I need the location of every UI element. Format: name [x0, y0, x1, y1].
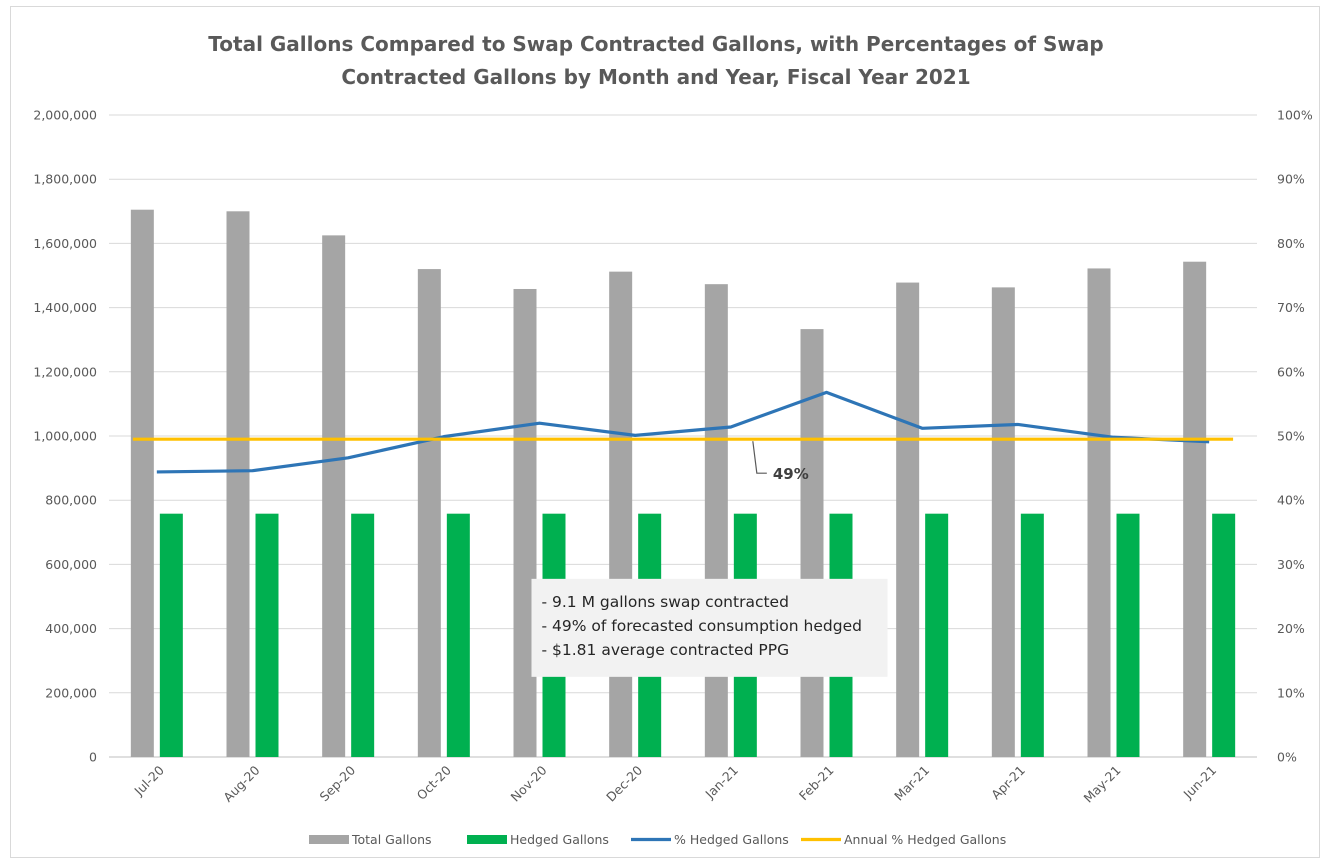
x-tick-label: Apr-21	[988, 763, 1028, 803]
x-tick-label: Jul-20	[131, 762, 167, 798]
left-tick-label: 1,400,000	[33, 300, 97, 315]
x-tick-label: Sep-20	[317, 762, 359, 804]
x-tick-label: Nov-20	[508, 762, 550, 804]
total-gallons-bar	[704, 284, 728, 757]
annotation-box-line: - 9.1 M gallons swap contracted	[542, 593, 789, 611]
x-tick-label: Aug-20	[220, 762, 262, 804]
right-tick-label: 30%	[1277, 557, 1305, 572]
total-gallons-bar	[896, 282, 920, 757]
left-tick-label: 200,000	[45, 685, 97, 700]
hedged-gallons-bar	[1212, 513, 1236, 757]
total-gallons-bar	[513, 288, 537, 757]
right-tick-label: 60%	[1277, 364, 1305, 379]
right-tick-label: 70%	[1277, 300, 1305, 315]
left-tick-label: 1,600,000	[33, 236, 97, 251]
hedged-gallons-bar	[925, 513, 949, 757]
right-tick-label: 0%	[1277, 750, 1297, 765]
total-gallons-bar	[130, 209, 154, 757]
hedged-gallons-bar	[1020, 513, 1044, 757]
total-gallons-bar	[417, 269, 441, 757]
x-tick-label: May-21	[1080, 763, 1123, 806]
chart-title-line-1: Total Gallons Compared to Swap Contracte…	[208, 32, 1103, 56]
total-gallons-bar	[609, 271, 633, 757]
legend-swatch	[467, 835, 507, 844]
total-gallons-bar	[1087, 268, 1111, 757]
left-tick-label: 600,000	[45, 557, 97, 572]
annotation-box: - 9.1 M gallons swap contracted - 49% of…	[531, 578, 888, 677]
total-gallons-bar	[322, 235, 346, 757]
hedged-gallons-bar	[351, 513, 375, 757]
right-tick-label: 90%	[1277, 172, 1305, 187]
x-tick-label: Jun-21	[1180, 763, 1220, 803]
legend-label: Total Gallons	[351, 832, 432, 847]
legend-label: % Hedged Gallons	[674, 832, 789, 847]
total-gallons-bar	[991, 287, 1015, 757]
left-tick-label: 1,000,000	[33, 429, 97, 444]
annotation-leader-line	[752, 441, 767, 474]
x-tick-label: Dec-20	[603, 762, 645, 804]
left-tick-label: 2,000,000	[33, 108, 97, 123]
total-gallons-bar	[226, 211, 250, 758]
x-tick-label: Mar-21	[891, 763, 932, 804]
left-tick-label: 1,200,000	[33, 364, 97, 379]
left-axis-ticks: 0 200,000 400,000 600,000 800,000 1,000,000 1,…	[33, 108, 97, 765]
annotation-box-background	[531, 578, 888, 677]
x-tick-label: Feb-21	[796, 763, 837, 804]
right-tick-label: 50%	[1277, 429, 1305, 444]
left-tick-label: 800,000	[45, 493, 97, 508]
annotation-box-line: - $1.81 average contracted PPG	[542, 641, 790, 659]
left-tick-label: 400,000	[45, 621, 97, 636]
x-tick-label: Jan-21	[702, 763, 741, 802]
hedged-gallons-bar	[446, 513, 470, 757]
annotation-49-percent: 49%	[752, 441, 809, 483]
legend-label: Annual % Hedged Gallons	[844, 832, 1006, 847]
right-tick-label: 20%	[1277, 621, 1305, 636]
gridlines	[109, 114, 1257, 758]
chart-svg: Total Gallons Compared to Swap Contracte…	[33, 32, 1313, 847]
legend: Total Gallons Hedged Gallons % Hedged Gall…	[309, 832, 1006, 847]
hedged-gallons-bar	[159, 513, 183, 757]
total-gallons-bar	[1183, 261, 1207, 757]
right-tick-label: 40%	[1277, 493, 1305, 508]
legend-swatch	[309, 835, 349, 844]
hedged-gallons-bar	[255, 513, 279, 757]
right-tick-label: 10%	[1277, 685, 1305, 700]
x-tick-label: Oct-20	[414, 762, 454, 802]
right-tick-label: 80%	[1277, 236, 1305, 251]
annotation-box-line: - 49% of forecasted consumption hedged	[542, 617, 862, 635]
right-tick-label: 100%	[1277, 108, 1313, 123]
line-series	[132, 390, 1234, 474]
hedged-percent-line	[156, 390, 1210, 474]
left-tick-label: 1,800,000	[33, 172, 97, 187]
left-tick-label: 0	[89, 750, 97, 765]
chart-frame: Total Gallons Compared to Swap Contracte…	[10, 6, 1320, 858]
right-axis-ticks: 0% 10% 20% 30% 40% 50% 60% 70% 80% 90% 100%	[1277, 108, 1313, 765]
x-axis-ticks: Jul-20 Aug-20 Sep-20 Oct-20 Nov-20 Dec-20 Jan-…	[131, 762, 1220, 805]
annotation-label: 49%	[773, 465, 809, 483]
legend-label: Hedged Gallons	[510, 832, 609, 847]
hedged-gallons-bar	[1116, 513, 1140, 757]
chart-title-line-2: Contracted Gallons by Month and Year, Fi…	[341, 65, 970, 89]
